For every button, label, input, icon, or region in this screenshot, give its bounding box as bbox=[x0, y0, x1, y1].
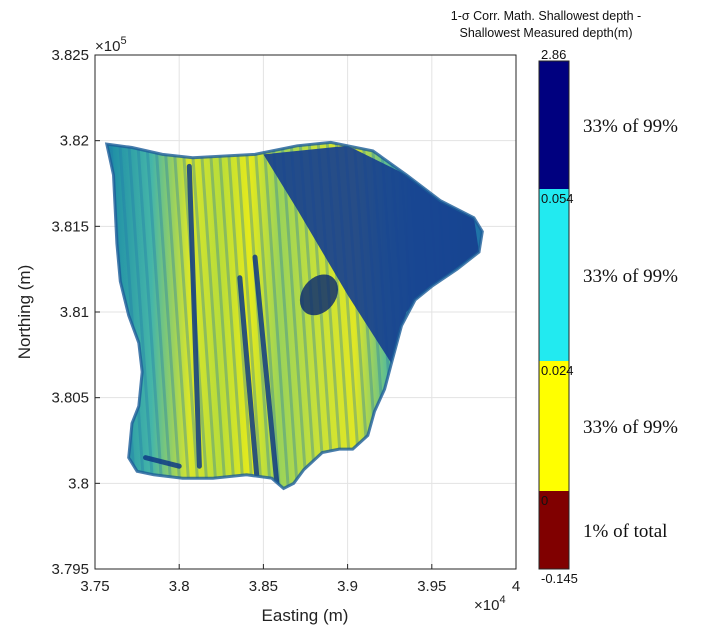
y-tick-label: 3.815 bbox=[51, 218, 89, 235]
survey-edge bbox=[104, 140, 484, 491]
colorbar-tick-label: -0.145 bbox=[541, 571, 578, 586]
dark-streaks bbox=[143, 163, 280, 486]
x-tick-label: 3.8 bbox=[169, 578, 190, 595]
x-tick-label: 3.75 bbox=[80, 578, 109, 595]
colorbar-bin-label: 33% of 99% bbox=[583, 266, 678, 287]
dark-blob bbox=[299, 274, 339, 316]
x-tick-label: 3.85 bbox=[249, 578, 278, 595]
x-tick-label: 3.9 bbox=[337, 578, 358, 595]
colorbar-title-line-1: 1-σ Corr. Math. Shallowest depth - bbox=[451, 9, 641, 23]
y-tick-label: 3.825 bbox=[51, 47, 89, 64]
x-multiplier: ×104 bbox=[474, 594, 506, 614]
y-tick-label: 3.82 bbox=[60, 133, 89, 150]
colorbar: 33% of 99% 33% of 99% 33% of 99% 1% of tota… bbox=[538, 47, 678, 586]
colorbar-bin bbox=[539, 61, 569, 189]
x-tick-label: 4 bbox=[512, 578, 520, 595]
dark-streak bbox=[237, 275, 260, 478]
deep-uncertainty-region bbox=[263, 145, 479, 364]
x-ticks: 3.75 3.8 3.85 3.9 3.95 4 bbox=[80, 564, 520, 595]
y-tick-label: 3.81 bbox=[60, 304, 89, 321]
heatmap-layer bbox=[104, 140, 484, 491]
y-tick-label: 3.8 bbox=[68, 475, 89, 492]
colorbar-frame bbox=[538, 60, 570, 570]
y-ticks: 3.795 3.8 3.805 3.81 3.815 3.82 3.825 bbox=[51, 47, 100, 578]
colorbar-bin-label: 33% of 99% bbox=[583, 116, 678, 137]
colorbar-tick-label: 0.024 bbox=[541, 363, 574, 378]
x-tick-label: 3.95 bbox=[417, 578, 446, 595]
colorbar-bin-label: 33% of 99% bbox=[583, 417, 678, 438]
y-tick-label: 3.805 bbox=[51, 390, 89, 407]
y-axis-label: Northing (m) bbox=[15, 265, 34, 359]
colorbar-bin bbox=[539, 189, 569, 361]
dark-streak bbox=[252, 254, 280, 486]
colorbar-bin bbox=[539, 361, 569, 491]
y-multiplier: ×105 bbox=[95, 35, 127, 55]
dark-streak bbox=[186, 163, 202, 469]
colorbar-tick-label: 0.054 bbox=[541, 191, 574, 206]
colorbar-tick-label: 2.86 bbox=[541, 47, 566, 62]
colorbar-bin-label: 1% of total bbox=[583, 521, 667, 542]
dark-streak bbox=[143, 455, 182, 469]
colorbar-bin bbox=[539, 491, 569, 569]
colorbar-title-line-2: Shallowest Measured depth(m) bbox=[460, 26, 633, 40]
x-axis-label: Easting (m) bbox=[262, 606, 349, 625]
colorbar-tick-label: 0 bbox=[541, 493, 548, 508]
y-tick-label: 3.795 bbox=[51, 561, 89, 578]
